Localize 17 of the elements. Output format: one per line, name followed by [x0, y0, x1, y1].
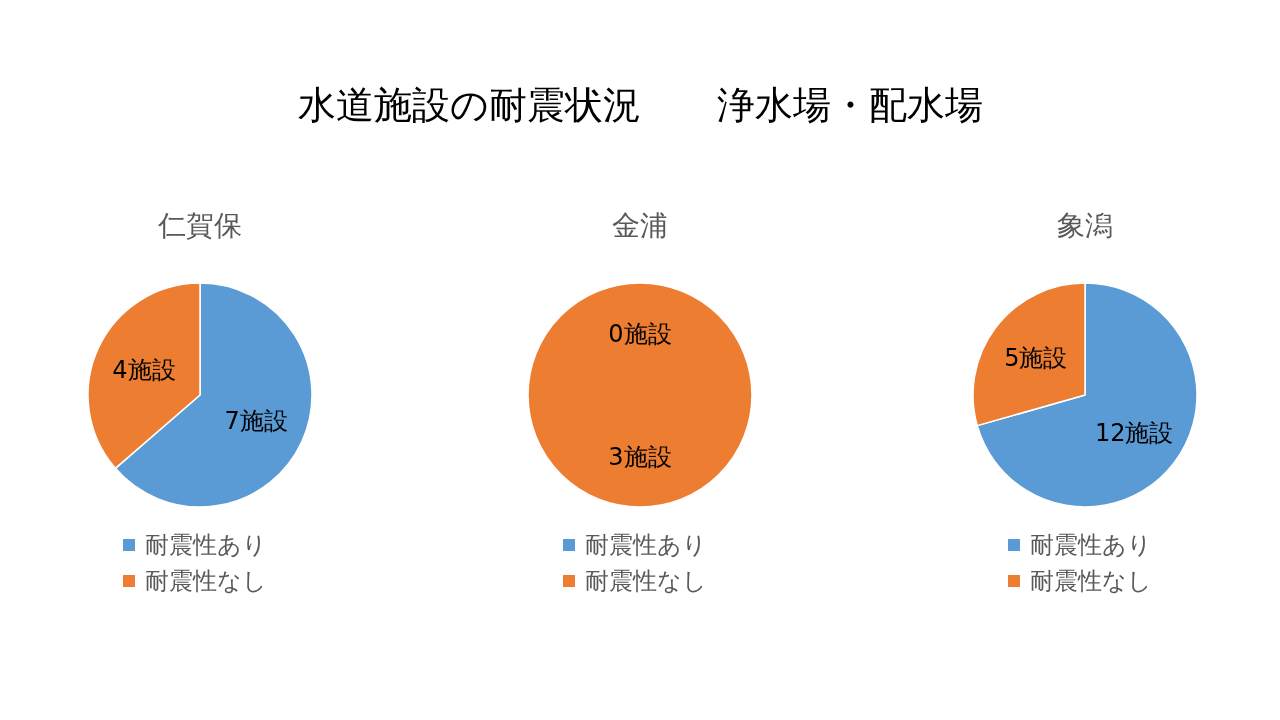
text: 0施設: [608, 319, 672, 348]
chart-title: 仁賀保: [157, 208, 242, 242]
legend-label: 耐震性あり: [1030, 531, 1152, 560]
data-label: 7施設: [224, 406, 288, 435]
data-label: 4施設: [112, 355, 176, 384]
data-label: 3施設: [608, 443, 672, 471]
legend-label: 耐震性あり: [585, 531, 707, 560]
data-label: 12施設: [1094, 418, 1174, 447]
text: 水道施設の耐震状況 浄水場・配水場: [297, 83, 983, 127]
chart-title: 金浦: [612, 208, 668, 242]
legend-label: 耐震性なし: [145, 567, 267, 596]
legend-label: 耐震性なし: [585, 567, 707, 596]
legend-label: 耐震性あり: [145, 531, 267, 560]
legend-label: 耐震性なし: [1030, 567, 1152, 596]
data-label: 5施設: [1004, 344, 1068, 373]
chart-title: 象潟: [1057, 208, 1113, 242]
pie-slice: [976, 282, 1198, 508]
